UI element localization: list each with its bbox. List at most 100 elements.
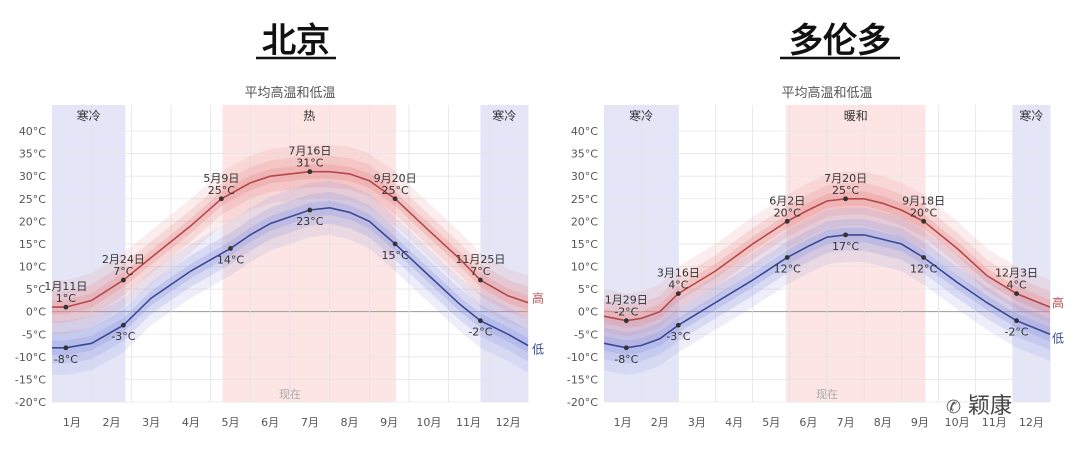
low-value-label: -3°C: [666, 330, 690, 343]
high-date-label: 6月2日: [769, 194, 805, 207]
x-tick-label: 12月: [496, 416, 521, 429]
x-tick-label: 5月: [762, 416, 780, 429]
high-point-marker: [921, 218, 927, 224]
y-tick-label: 35°C: [571, 148, 598, 161]
season-band-hot: [222, 105, 396, 402]
season-label: 暖和: [844, 109, 868, 123]
y-tick-label: 20°C: [571, 215, 598, 228]
x-tick-label: 6月: [261, 416, 279, 429]
high-date-label: 2月24日: [102, 253, 145, 266]
x-tick-label: 8月: [874, 416, 892, 429]
y-tick-label: -5°C: [574, 328, 598, 341]
high-legend-label: 高: [1052, 295, 1064, 310]
x-tick-label: 4月: [182, 416, 200, 429]
now-marker-label: 现在: [816, 388, 838, 401]
high-point-marker: [218, 196, 224, 202]
y-tick-label: 15°C: [19, 238, 46, 251]
y-tick-label: -10°C: [567, 351, 598, 364]
y-tick-label: 40°C: [19, 125, 46, 138]
high-date-label: 7月20日: [824, 172, 867, 185]
y-tick-label: 20°C: [19, 215, 46, 228]
low-value-label: 17°C: [832, 240, 859, 253]
high-point-marker: [478, 277, 483, 283]
season-label: 寒冷: [77, 108, 101, 123]
y-tick-label: 25°C: [571, 193, 598, 206]
low-point-marker: [478, 318, 483, 324]
high-temp-range-band: [604, 182, 1050, 337]
y-tick-label: 0°C: [26, 306, 46, 319]
low-value-label: 12°C: [774, 262, 801, 275]
high-point-marker: [392, 196, 398, 202]
high-value-label: 20°C: [910, 206, 937, 219]
high-value-label: 1°C: [56, 292, 76, 305]
low-value-label: -8°C: [54, 353, 78, 366]
x-tick-label: 12月: [1019, 416, 1044, 429]
low-value-label: 23°C: [296, 215, 323, 228]
x-tick-label: 9月: [380, 416, 398, 429]
low-temp-line: [603, 234, 1051, 349]
y-tick-label: 0°C: [578, 306, 598, 319]
watermark-text: 颖康: [968, 394, 1012, 419]
low-temp-range-band: [52, 192, 528, 364]
x-tick-label: 9月: [911, 416, 929, 429]
y-tick-label: -20°C: [15, 396, 46, 409]
high-value-label: -2°C: [614, 306, 638, 319]
low-temp-range-band: [604, 207, 1050, 375]
x-tick-label: 7月: [301, 416, 319, 429]
high-value-label: 7°C: [470, 265, 490, 278]
x-tick-label: 3月: [142, 416, 160, 429]
x-tick-label: 11月: [456, 416, 481, 429]
high-point-marker: [121, 277, 126, 283]
x-tick-label: 10月: [416, 416, 441, 429]
low-point-marker: [675, 322, 681, 328]
y-tick-label: 15°C: [571, 238, 598, 251]
watermark: ✆ 颖康: [946, 394, 1012, 419]
high-date-label: 12月3日: [995, 267, 1038, 280]
x-tick-label: 1月: [63, 416, 81, 429]
high-value-label: 25°C: [208, 184, 235, 197]
low-temp-range-band: [604, 219, 1050, 364]
now-marker-label: 现在: [279, 388, 301, 401]
y-tick-label: -20°C: [567, 396, 598, 409]
high-date-label: 11月25日: [455, 253, 505, 266]
x-tick-label: 1月: [614, 416, 632, 429]
high-value-label: 4°C: [668, 279, 688, 292]
y-tick-label: 10°C: [571, 261, 598, 274]
high-temp-line: [603, 198, 1051, 322]
season-label: 热: [303, 109, 315, 123]
x-tick-label: 6月: [799, 416, 817, 429]
high-value-label: 25°C: [382, 184, 409, 197]
high-temp-range-band: [604, 171, 1050, 348]
season-band-cold: [52, 105, 126, 402]
low-point-marker: [921, 255, 927, 260]
low-point-marker: [63, 345, 69, 351]
high-date-label: 9月20日: [374, 172, 417, 185]
high-date-label: 3月16日: [657, 267, 700, 280]
low-value-label: -2°C: [468, 326, 492, 339]
low-point-marker: [307, 207, 313, 213]
y-tick-label: -15°C: [15, 373, 46, 386]
y-tick-label: 5°C: [578, 283, 598, 296]
y-tick-label: 30°C: [571, 170, 598, 183]
high-legend-label: 高: [532, 291, 544, 306]
low-value-label: -3°C: [111, 330, 135, 343]
high-point-marker: [623, 318, 629, 324]
high-temp-range-band: [52, 155, 528, 323]
high-date-label: 1月29日: [605, 294, 648, 307]
low-point-marker: [228, 246, 233, 251]
high-point-marker: [307, 169, 313, 175]
y-tick-label: -15°C: [567, 373, 598, 386]
low-legend-label: 低: [1052, 331, 1064, 345]
low-temp-range-band: [52, 180, 528, 375]
y-tick-label: -10°C: [15, 351, 46, 364]
beijing-title: 北京: [262, 21, 330, 61]
low-value-label: 15°C: [382, 249, 409, 262]
low-point-marker: [623, 345, 629, 351]
x-tick-label: 2月: [103, 416, 121, 429]
low-value-label: 14°C: [217, 253, 244, 266]
low-point-marker: [392, 241, 398, 247]
high-date-label: 9月18日: [902, 194, 945, 207]
season-band-cold: [1012, 105, 1050, 402]
